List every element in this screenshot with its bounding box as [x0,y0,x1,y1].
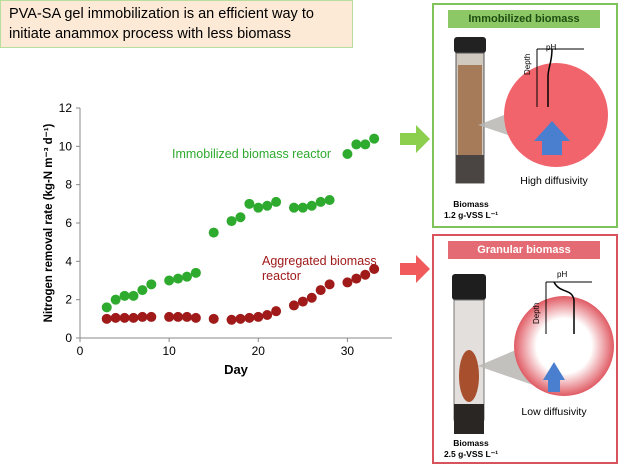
red-arrow-icon [400,255,430,283]
granular-illustration [452,274,614,434]
data-point [351,139,362,150]
biomass-label: Biomass [453,438,489,448]
data-point [271,196,282,207]
diffusivity-label: Low diffusivity [521,406,587,418]
immobilized-title: Immobilized biomass [448,10,600,28]
data-point [297,296,308,307]
y-tick-label: 12 [59,101,73,115]
data-point [324,279,335,290]
diffusion-arrow-icon [534,121,570,155]
data-point [342,277,353,288]
headline-text: PVA-SA gel immobilization is an efficien… [9,6,314,42]
data-point [324,195,335,205]
depth-label: Depth [532,302,541,324]
x-tick-label: 0 [77,344,84,358]
data-point [271,306,282,317]
data-point [262,200,273,211]
biomass-value: 1.2 g-VSS L⁻¹ [443,210,499,220]
x-tick-label: 30 [341,344,355,358]
data-point [173,273,184,284]
annotation-aggregated: Aggregated biomass reactor [262,254,377,283]
data-point [128,290,139,301]
data-point [137,285,148,296]
data-point [235,212,246,223]
ph-label: pH [557,270,568,279]
data-point [164,311,175,322]
data-point [244,312,255,323]
granular-panel: Granular biomass pH Depth Low diffusivit… [432,234,618,464]
data-point [137,311,148,322]
green-arrow-icon [400,125,430,153]
data-point [146,311,157,322]
data-point [181,311,192,322]
data-point [235,313,246,324]
y-tick-label: 2 [65,293,72,307]
y-tick-label: 0 [65,331,72,345]
data-point [306,200,317,211]
data-point [244,198,255,209]
data-point [110,312,121,323]
granular-title: Granular biomass [448,241,600,259]
data-point [208,227,219,238]
data-point [369,264,380,274]
reactor-bottle-icon [452,274,486,434]
y-axis-label: Nitrogen removal rate (kg-N m⁻³ d⁻¹) [43,123,55,322]
data-point [253,311,264,322]
data-point [315,285,326,296]
data-point [351,273,362,284]
data-point [226,216,237,227]
data-point [288,202,299,213]
depth-label: Depth [523,53,532,75]
y-tick-label: 8 [65,178,72,192]
x-tick-label: 10 [162,344,176,358]
x-axis-label: Day [224,362,249,377]
data-point [101,313,112,324]
diffusivity-label: High diffusivity [520,175,588,187]
nitrogen-removal-chart: 0 10 20 30 0 2 4 6 8 10 12 Day Nitrogen removal rate… [43,101,392,377]
data-point [146,279,157,290]
data-point [360,269,371,280]
reactor-bottle-icon [454,37,486,184]
diffusion-arrow-icon [543,362,565,392]
y-tick-label: 4 [65,254,72,268]
data-point [369,133,380,144]
biomass-label: Biomass [453,199,489,209]
data-point [190,312,201,323]
data-point [208,313,219,324]
biomass-value: 2.5 g-VSS L⁻¹ [443,449,499,459]
chart-axes [76,107,392,342]
immobilized-illustration [454,37,608,184]
data-point [360,139,371,150]
data-point [101,302,112,313]
headline-box: PVA-SA gel immobilization is an efficien… [0,0,353,48]
data-point [128,312,139,323]
data-point [306,292,317,303]
data-point [253,202,264,213]
data-point [119,312,130,323]
annotation-immobilized: Immobilized biomass reactor [172,147,331,161]
chart-marks [101,133,380,325]
data-point [262,310,273,320]
immobilized-panel: Immobilized biomass pH Depth High diffus… [432,3,618,228]
data-point [181,271,192,282]
chart-labels: 0 10 20 30 0 2 4 6 8 10 12 Day Nitrogen removal rate… [43,101,377,377]
data-point [297,202,308,213]
data-point [190,267,201,278]
data-point [288,300,299,311]
data-point [342,149,353,159]
data-point [226,314,237,325]
data-point [315,196,326,207]
data-point [119,290,130,301]
x-tick-label: 20 [252,344,266,358]
y-tick-label: 6 [65,216,72,230]
data-point [173,311,184,322]
data-point [110,294,121,305]
data-point [164,275,175,286]
ph-label: pH [546,43,557,52]
y-tick-label: 10 [59,139,73,153]
